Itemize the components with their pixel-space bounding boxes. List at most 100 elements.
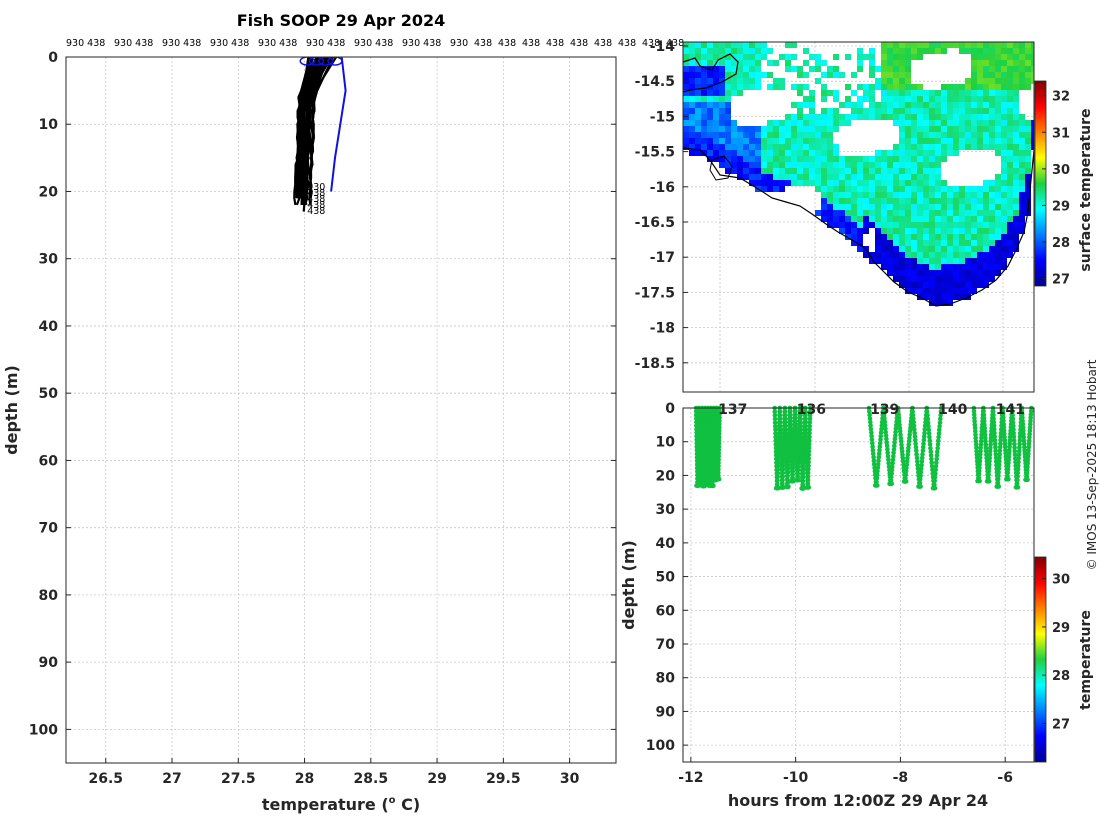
section-point (785, 480, 790, 486)
sst-cell (767, 84, 773, 90)
sst-cell (965, 132, 971, 138)
section-point (979, 432, 984, 437)
sst-cell (863, 96, 869, 102)
sst-cell (833, 216, 839, 222)
sst-cell (719, 102, 725, 108)
sst-cell (1001, 174, 1007, 180)
sst-cell (995, 138, 1001, 144)
sst-cell (851, 210, 857, 216)
sst-cell (737, 78, 743, 84)
sst-cell (923, 90, 929, 96)
section-point (973, 428, 978, 434)
sst-cell (689, 150, 695, 156)
sst-cell (917, 120, 923, 126)
sst-cell (875, 222, 881, 228)
sst-cell (911, 48, 917, 54)
sst-cell (1013, 102, 1019, 108)
sst-cell (923, 294, 929, 300)
sst-cell (1013, 216, 1019, 222)
sst-cell (953, 138, 959, 144)
profile-top-label: 438 (498, 38, 516, 49)
sst-cell (995, 90, 1001, 96)
sst-cell (875, 210, 881, 216)
section-point (1004, 463, 1009, 469)
map-ytick-label: -15 (650, 109, 675, 125)
map-frame (682, 41, 1035, 393)
section-plot: 137 136 139 140 141 -12 -10 -8 -601020304050607… (619, 401, 1094, 810)
section-point (869, 430, 874, 435)
sst-cell (971, 216, 977, 222)
sst-cell (737, 48, 743, 54)
sst-cell (689, 90, 695, 96)
section-point (983, 442, 989, 448)
sst-cell (719, 138, 725, 144)
sst-cell (977, 72, 983, 78)
map-colorbar-tick-label: 27 (1052, 273, 1070, 288)
sst-cell (761, 180, 767, 186)
sst-cell (809, 168, 815, 174)
sst-cell (689, 132, 695, 138)
sst-cell (1031, 138, 1034, 144)
sst-cell (983, 270, 989, 276)
sst-cell (887, 270, 893, 276)
sst-cell (911, 252, 917, 258)
sst-cell (905, 54, 911, 60)
sst-cell (833, 96, 839, 102)
sst-cell (863, 222, 869, 228)
section-point (717, 418, 722, 424)
sst-cell (965, 84, 971, 90)
sst-cell (731, 126, 737, 132)
section-point (789, 455, 794, 461)
sst-cell (893, 108, 899, 114)
sst-cell (881, 66, 887, 72)
sst-cell (689, 66, 695, 72)
sst-cell (713, 66, 719, 72)
section-point (778, 427, 783, 433)
sst-cell (989, 192, 995, 198)
sst-cell (713, 48, 719, 54)
section-point (774, 478, 780, 484)
sst-cell (689, 108, 695, 114)
sst-cell (761, 48, 767, 54)
section-point (799, 467, 805, 473)
sst-cell (887, 114, 893, 120)
sst-cell (839, 198, 845, 204)
sst-cell (863, 204, 869, 210)
section-point (778, 431, 783, 436)
section-point (807, 434, 812, 440)
credit-text: © IMOS 13-Sep-2025 18:13 Hobart (1085, 359, 1099, 570)
sst-cell (905, 156, 911, 162)
section-point (991, 423, 997, 429)
sst-cell (863, 252, 869, 258)
sst-cell (857, 240, 863, 246)
section-point (1011, 430, 1016, 436)
sst-cell (923, 216, 929, 222)
sst-cell (845, 54, 851, 60)
section-point (886, 457, 891, 463)
sst-cell (935, 204, 941, 210)
section-point (872, 469, 878, 474)
sst-cell (983, 60, 989, 66)
sst-cell (935, 252, 941, 258)
sst-cell (761, 156, 767, 162)
section-point (981, 419, 987, 424)
sst-cell (947, 234, 953, 240)
section-point (773, 423, 778, 429)
sst-cell (965, 210, 971, 216)
sst-cell (1025, 186, 1031, 192)
section-point (877, 444, 883, 450)
sst-cell (917, 48, 923, 54)
sst-cell (755, 180, 761, 186)
sst-cell (905, 282, 911, 288)
section-point (789, 452, 794, 457)
section-point (793, 428, 799, 434)
sst-cell (773, 78, 779, 84)
sst-cell (971, 264, 977, 270)
section-point (975, 462, 980, 467)
sst-cell (1007, 66, 1013, 72)
sst-cell (911, 258, 917, 264)
sst-cell (869, 114, 875, 120)
sst-cell (917, 174, 923, 180)
section-point (869, 433, 874, 439)
sst-cell (767, 168, 773, 174)
